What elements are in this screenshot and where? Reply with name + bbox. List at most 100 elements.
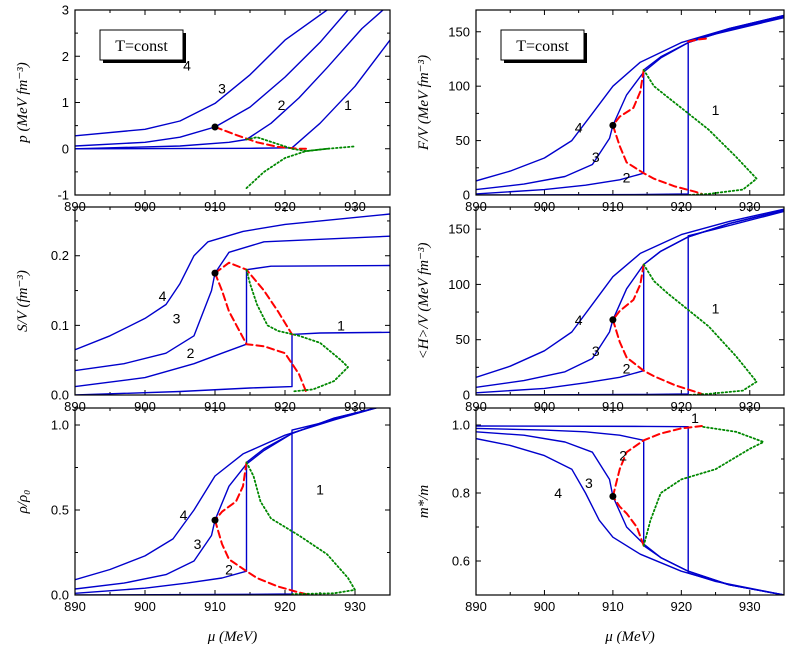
curve-label: 3 [218,81,226,97]
series-dashed-line [214,519,307,595]
y-tick-label: 0.0 [51,588,69,603]
y-tick-label: 150 [448,222,470,237]
series-group [75,408,377,595]
panel-m: 890 900 910 920 930 0.6 0.8 1.0 4 3 2 1 m*/m μ (MeV) [416,407,785,645]
series-solid-line [75,264,390,388]
curve-label: 4 [554,485,562,501]
curve-label: 2 [623,170,631,186]
series-solid-line [75,10,328,137]
x-tick-label: 930 [344,599,366,614]
series-dashed-line [687,37,710,43]
plot-frame [475,407,785,596]
series-solid-line [75,235,390,372]
x-axis-label: μ (MeV) [207,629,258,645]
series-solid-line [476,208,784,378]
series-dashed-line [611,318,703,395]
curve-label: 4 [183,58,191,74]
curve-label: 4 [575,120,583,136]
x-tick-label: 890 [465,399,487,414]
series-dotted-line [245,461,356,595]
curve-label: 4 [159,288,167,304]
curve-label: 3 [585,475,593,491]
plot-frame [74,9,391,196]
x-tick-label: 930 [344,399,366,414]
x-tick-label: 920 [274,399,296,414]
curve-label: 3 [173,310,181,326]
series-dotted-line [642,425,765,547]
y-axis-label: S/V (fm⁻³) [15,270,31,332]
curve-label: 2 [278,97,286,113]
curve-label: 3 [194,536,202,552]
curve-label: 1 [344,97,352,113]
y-tick-label: -1 [57,188,69,203]
y-tick-label: 1.0 [51,418,69,433]
annotation-box [99,29,184,61]
y-tick-label: 1 [62,95,69,110]
x-tick-label: 920 [670,399,692,414]
y-tick-label: 1.0 [452,418,470,433]
curve-label: 4 [575,312,583,328]
series-dashed-line [611,425,703,498]
curve-label: 2 [187,345,195,361]
series-group [75,213,390,395]
annotation-text: T=const [115,38,168,55]
y-tick-label: 3 [62,3,69,18]
curve-label: 1 [316,482,324,498]
series-solid-line [476,425,784,595]
x-tick-label: 930 [739,599,761,614]
series-dashed-line [214,461,248,522]
series-dotted-line [245,268,349,393]
annotation-text: T=const [516,38,569,55]
panel-H: 890 900 910 920 930 0 50 100 150 43 2 1 <H>/V (MeV f… [416,206,785,414]
x-tick-label: 920 [274,599,296,614]
y-tick-label: 150 [448,24,470,39]
series-group [476,14,784,195]
series-dashed-line [214,272,307,393]
series-group [476,425,784,595]
y-tick-label: 50 [456,133,470,148]
x-tick-label: 900 [534,399,556,414]
x-tick-label: 890 [465,599,487,614]
x-tick-label: 900 [134,399,156,414]
y-tick-label: 0.2 [51,248,69,263]
series-solid-line [75,331,390,395]
series-solid-line [75,408,377,594]
y-axis-label: <H>/V (MeV fm⁻³) [416,242,432,359]
y-tick-label: 100 [448,277,470,292]
panel-rho: 890 900 910 920 930 0.0 0.5 1.0 43 2 1 ρ/ρ₀ μ (MeV) [15,407,391,645]
x-tick-label: 900 [134,599,156,614]
panel-S: 890 900 910 920 930 0.0 0.1 0.2 43 2 1 S/V (fm⁻³) [15,206,391,414]
series-dashed-line [611,68,645,127]
x-tick-label: 890 [64,599,86,614]
plot-frame [74,407,391,596]
series-solid-line [476,437,784,595]
y-tick-label: 0 [62,141,69,156]
y-tick-label: 0.0 [51,388,69,403]
series-dashed-line [214,126,307,150]
y-tick-label: 0 [463,188,470,203]
plot-frame [74,206,391,396]
y-tick-label: 0 [463,388,470,403]
curve-label: 2 [623,360,631,376]
annotation-box [500,29,585,61]
y-tick-label: 0.8 [452,486,470,501]
y-tick-label: 50 [456,332,470,347]
series-dashed-line [214,261,293,336]
series-dotted-line [642,263,758,395]
critical-point-marker [211,123,219,131]
critical-point-marker [609,121,617,129]
y-tick-label: 2 [62,49,69,64]
curve-label: 1 [337,317,345,333]
x-tick-label: 930 [739,399,761,414]
x-tick-label: 900 [534,599,556,614]
y-tick-label: 0.5 [51,503,69,518]
y-axis-label: p (MeV fm⁻³) [15,62,31,143]
series-solid-line [476,14,784,182]
x-tick-label: 910 [204,399,226,414]
plot-frame [475,206,785,396]
curve-label: 2 [225,562,233,578]
x-tick-label: 920 [670,599,692,614]
x-tick-label: 910 [204,599,226,614]
critical-point-marker [211,516,219,524]
